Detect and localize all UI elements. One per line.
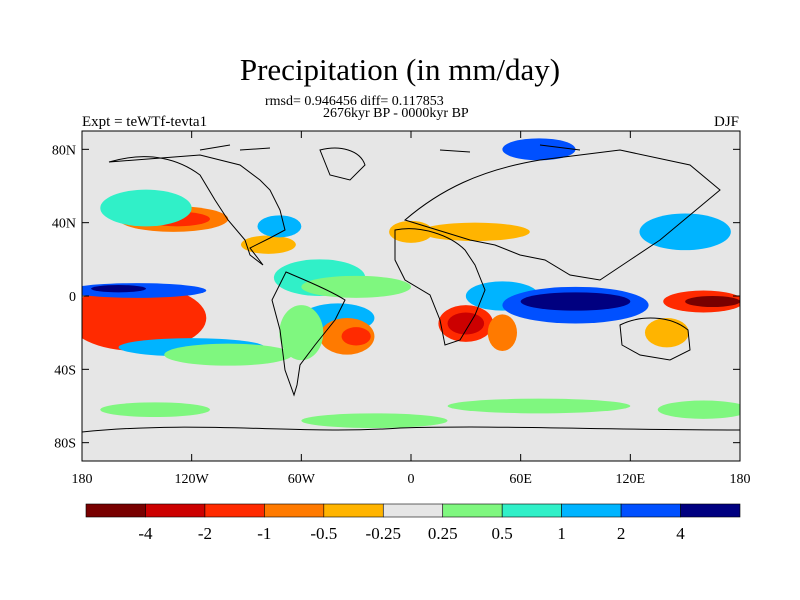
anomaly-region	[241, 235, 296, 254]
colorbar-label: 0.5	[492, 524, 513, 543]
anomaly-region	[520, 292, 631, 311]
lat-tick-label: 0	[69, 290, 76, 305]
anomaly-region	[91, 285, 146, 293]
lat-tick-label: 40N	[52, 217, 76, 232]
experiment-label: Expt = teWTf-tevta1	[82, 114, 208, 130]
anomaly-region	[301, 275, 411, 298]
anomaly-region	[341, 327, 371, 346]
anomaly-region	[389, 220, 433, 243]
colorbar-label: 0.25	[428, 524, 458, 543]
colorbar-swatch	[145, 503, 206, 518]
coast-greenland	[319, 147, 366, 181]
colorbar-swatch	[680, 503, 741, 518]
lon-tick-label: 120E	[616, 472, 646, 487]
lon-tick-label: 60W	[288, 472, 316, 487]
colorbar-label: -0.5	[310, 524, 337, 543]
lon-tick-label: 0	[408, 472, 415, 487]
latitude-axis: 80N 40N 0 40S 80S	[52, 143, 740, 452]
anomaly-shading	[82, 138, 740, 428]
anomaly-region	[301, 413, 448, 428]
lat-tick-label: 40S	[54, 363, 76, 378]
colorbar-swatch	[85, 503, 146, 518]
longitude-axis: 180 120W 60W 0 60E 120E 180	[72, 131, 751, 487]
stats-subtitle: rmsd= 0.946456 diff= 0.117853	[265, 94, 444, 109]
coast-north-america	[108, 154, 286, 266]
anomaly-region	[257, 215, 302, 238]
coast-eurasia	[403, 149, 721, 281]
period-subtitle: 2676kyr BP - 0000kyr BP	[323, 106, 469, 121]
lat-tick-label: 80N	[52, 143, 76, 158]
anomaly-region	[100, 402, 210, 417]
lat-tick-label: 80S	[54, 437, 76, 452]
colorbar-swatch	[382, 503, 444, 518]
colorbar-label: 2	[617, 524, 626, 543]
coast-australia	[619, 317, 691, 361]
colorbar-label: -0.25	[366, 524, 401, 543]
season-label: DJF	[713, 114, 739, 130]
colorbar-label: -4	[138, 524, 153, 543]
chart-title: Precipitation (in mm/day)	[239, 52, 561, 87]
anomaly-region	[164, 343, 293, 366]
colorbar-swatch	[323, 503, 384, 518]
lon-tick-label: 180	[72, 472, 93, 487]
anomaly-region	[644, 318, 689, 348]
colorbar-label: -2	[198, 524, 212, 543]
colorbar-swatch	[204, 503, 265, 518]
colorbar-label: 1	[557, 524, 566, 543]
anomaly-region	[420, 272, 494, 291]
anomaly-region	[447, 398, 631, 414]
lon-tick-label: 120W	[175, 472, 210, 487]
anomaly-region	[82, 285, 207, 351]
colorbar-swatch	[620, 503, 681, 518]
coast-africa	[394, 228, 486, 346]
colorbar-label: -1	[257, 524, 271, 543]
coastlines	[82, 144, 740, 433]
anomaly-region	[639, 213, 731, 251]
coast-arctic-islands	[199, 144, 581, 153]
colorbar-swatch	[442, 503, 503, 518]
anomaly-region	[487, 314, 518, 351]
anomaly-region	[502, 138, 576, 161]
lon-tick-label: 60E	[509, 472, 532, 487]
colorbar-swatch	[264, 503, 325, 518]
colorbar: -4 -2 -1 -0.5 -0.25 0.25 0.5 1 2 4	[85, 503, 741, 543]
lon-tick-label: 180	[730, 472, 751, 487]
anomaly-region	[100, 189, 192, 227]
anomaly-region	[447, 312, 485, 335]
coast-south-america	[271, 271, 346, 397]
anomaly-region	[420, 222, 530, 241]
anomaly-region	[685, 296, 740, 307]
colorbar-label: 4	[676, 524, 685, 543]
colorbar-swatch	[501, 503, 562, 518]
anomaly-region	[657, 400, 740, 419]
coast-antarctica	[82, 426, 740, 433]
anomaly-region	[279, 305, 324, 361]
colorbar-swatch	[561, 503, 622, 518]
